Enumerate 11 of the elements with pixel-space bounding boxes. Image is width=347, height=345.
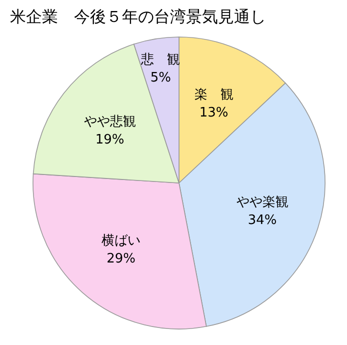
- slice-label: 楽 観: [194, 88, 234, 103]
- slice-label: やや悲観: [84, 114, 136, 130]
- data-label: 5%: [150, 70, 172, 86]
- data-label: 19%: [95, 132, 124, 148]
- slice-label: やや楽観: [236, 195, 288, 210]
- data-label: 34%: [248, 213, 277, 228]
- chart-title: 米企業 今後５年の台湾景気見通し: [10, 7, 266, 26]
- slice-label: 悲 観: [140, 52, 180, 68]
- data-label: 13%: [199, 106, 228, 121]
- slice-label: 横ばい: [102, 234, 141, 249]
- data-label: 29%: [106, 252, 136, 267]
